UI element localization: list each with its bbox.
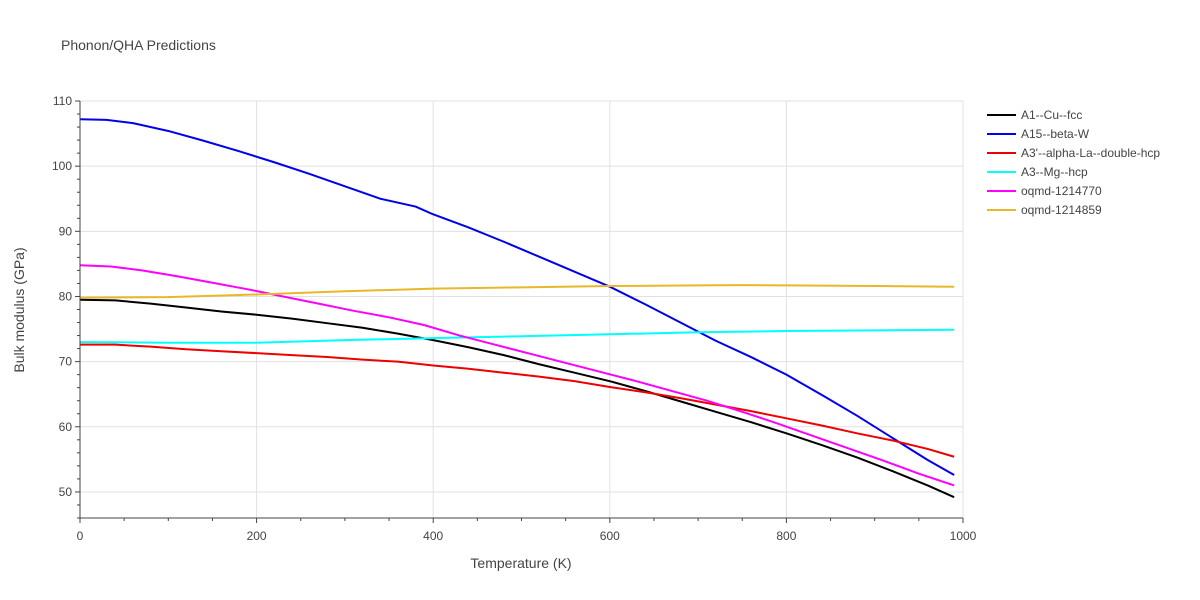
legend-label: A3--Mg--hcp bbox=[1021, 165, 1088, 179]
x-tick-label: 200 bbox=[247, 529, 267, 543]
legend-label: A1--Cu--fcc bbox=[1021, 108, 1082, 122]
legend-item[interactable]: oqmd-1214770 bbox=[987, 184, 1102, 198]
x-tick-label: 0 bbox=[77, 529, 84, 543]
legend[interactable]: A1--Cu--fcc A15--beta-W A3'--alpha-La--dou… bbox=[987, 108, 1160, 217]
series-line-1 bbox=[79, 298, 955, 499]
y-tick-label: 100 bbox=[52, 159, 72, 173]
y-axis-title: Bulk modulus (GPa) bbox=[11, 247, 27, 372]
y-tick-label: 110 bbox=[53, 94, 72, 108]
legend-label: oqmd-1214859 bbox=[1021, 203, 1102, 217]
axes-layer: 0 200 400 600 800 1000 50 60 70 80 90 100 110 bbox=[52, 94, 977, 543]
x-tick-label: 400 bbox=[423, 529, 443, 543]
series-line-5 bbox=[79, 264, 955, 487]
series-layer bbox=[79, 118, 955, 499]
y-tick-label: 60 bbox=[59, 420, 73, 434]
chart-title: Phonon/QHA Predictions bbox=[61, 37, 216, 53]
grid-layer bbox=[80, 100, 964, 518]
x-tick-label: 1000 bbox=[950, 529, 977, 543]
legend-item[interactable]: oqmd-1214859 bbox=[987, 203, 1102, 217]
legend-label: oqmd-1214770 bbox=[1021, 184, 1102, 198]
legend-item[interactable]: A15--beta-W bbox=[987, 127, 1090, 141]
series-line-6 bbox=[79, 284, 955, 299]
series-line-3 bbox=[80, 343, 955, 458]
legend-item[interactable]: A3'--alpha-La--double-hcp bbox=[987, 146, 1160, 160]
x-axis-title: Temperature (K) bbox=[470, 555, 571, 571]
y-tick-label: 70 bbox=[59, 355, 73, 369]
legend-item[interactable]: A3--Mg--hcp bbox=[987, 165, 1088, 179]
legend-label: A15--beta-W bbox=[1021, 127, 1090, 141]
legend-label: A3'--alpha-La--double-hcp bbox=[1021, 146, 1160, 160]
y-tick-label: 90 bbox=[59, 224, 73, 238]
series-line-2 bbox=[79, 118, 955, 476]
x-tick-label: 800 bbox=[776, 529, 796, 543]
y-tick-label: 80 bbox=[59, 289, 73, 303]
legend-item[interactable]: A1--Cu--fcc bbox=[987, 108, 1082, 122]
series-line-4 bbox=[79, 328, 955, 344]
x-tick-label: 600 bbox=[600, 529, 620, 543]
y-tick-label: 50 bbox=[59, 485, 73, 499]
